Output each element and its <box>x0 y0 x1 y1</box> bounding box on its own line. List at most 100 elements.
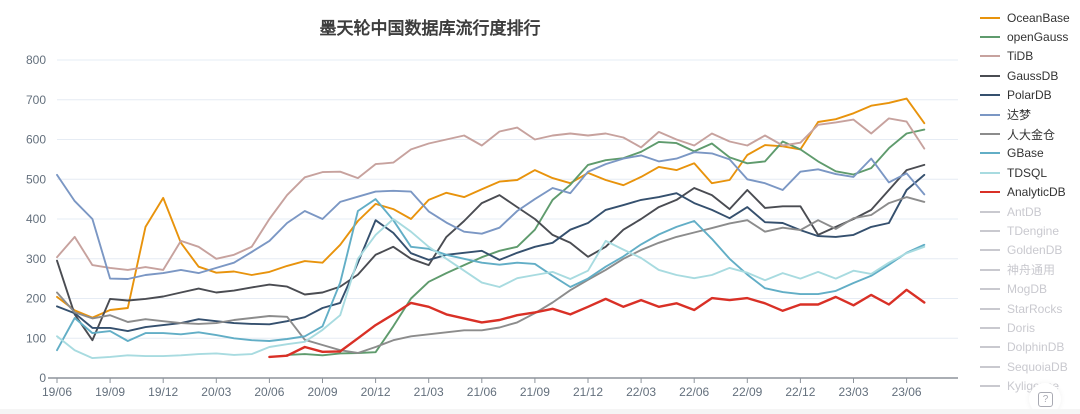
legend-label: SequoiaDB <box>1007 359 1068 374</box>
legend-label: GBase <box>1007 146 1044 161</box>
x-tick-label: 22/12 <box>785 385 815 399</box>
page-bottom-strip <box>0 409 1080 414</box>
x-tick-label: 23/03 <box>838 385 868 399</box>
legend-label: 神舟通用 <box>1007 263 1056 278</box>
legend-label: GaussDB <box>1007 68 1059 83</box>
legend-item-DolphinDB[interactable]: DolphinDB <box>980 338 1080 357</box>
legend-item-神舟通用[interactable]: 神舟通用 <box>980 260 1080 279</box>
legend-item-SequoiaDB[interactable]: SequoiaDB <box>980 357 1080 376</box>
y-tick-label: 200 <box>26 292 46 306</box>
legend-line-swatch <box>980 152 1000 155</box>
x-tick-label: 19/09 <box>95 385 125 399</box>
series-line-openGauss[interactable] <box>286 128 926 357</box>
series-line-TiDB[interactable] <box>56 117 926 271</box>
chart-legend: OceanBase openGauss TiDB GaussDB PolarDB 达梦人大… <box>980 8 1080 396</box>
x-tick-label: 23/06 <box>892 385 922 399</box>
series-line-达梦[interactable] <box>56 151 926 280</box>
legend-line-swatch <box>980 210 1000 213</box>
legend-label: GoldenDB <box>1007 243 1063 258</box>
legend-label: TDengine <box>1007 223 1060 238</box>
legend-line-swatch <box>980 55 1000 58</box>
series-line-AnalyticDB[interactable] <box>268 288 926 359</box>
y-tick-label: 300 <box>26 252 46 266</box>
help-icon-backdrop: ? <box>1029 383 1061 414</box>
legend-line-swatch <box>980 16 1000 19</box>
x-tick-label: 22/03 <box>626 385 656 399</box>
legend-item-GBase[interactable]: GBase <box>980 144 1080 163</box>
legend-line-swatch <box>980 346 1000 349</box>
y-tick-label: 100 <box>26 331 46 345</box>
x-tick-label: 22/09 <box>732 385 762 399</box>
legend-line-swatch <box>980 307 1000 310</box>
x-tick-label: 19/06 <box>42 385 72 399</box>
legend-item-StarRocks[interactable]: StarRocks <box>980 299 1080 318</box>
x-tick-label: 21/12 <box>573 385 603 399</box>
legend-label: TDSQL <box>1007 165 1048 180</box>
legend-label: openGauss <box>1007 30 1069 45</box>
x-tick-label: 20/12 <box>361 385 391 399</box>
series-line-人大金仓[interactable] <box>56 196 926 354</box>
legend-item-TDSQL[interactable]: TDSQL <box>980 163 1080 182</box>
x-tick-label: 19/12 <box>148 385 178 399</box>
chart-title: 墨天轮中国数据库流行度排行 <box>319 19 541 38</box>
y-tick-label: 0 <box>39 371 46 385</box>
legend-item-AnalyticDB[interactable]: AnalyticDB <box>980 183 1080 202</box>
legend-line-swatch <box>980 191 1000 194</box>
legend-line-swatch <box>980 229 1000 232</box>
legend-label: MogDB <box>1007 282 1048 297</box>
x-tick-label: 21/06 <box>467 385 497 399</box>
legend-line-swatch <box>980 288 1000 291</box>
legend-item-Doris[interactable]: Doris <box>980 318 1080 337</box>
legend-label: DolphinDB <box>1007 340 1065 355</box>
legend-label: AnalyticDB <box>1007 185 1066 200</box>
legend-line-swatch <box>980 171 1000 174</box>
legend-line-swatch <box>980 94 1000 97</box>
x-tick-label: 20/06 <box>254 385 284 399</box>
series-line-TDSQL[interactable] <box>56 218 926 360</box>
legend-item-人大金仓[interactable]: 人大金仓 <box>980 124 1080 143</box>
y-tick-label: 400 <box>26 212 46 226</box>
x-tick-label: 22/06 <box>679 385 709 399</box>
legend-item-openGauss[interactable]: openGauss <box>980 27 1080 46</box>
legend-item-TDengine[interactable]: TDengine <box>980 221 1080 240</box>
legend-label: 达梦 <box>1007 108 1032 123</box>
y-tick-label: 700 <box>26 93 46 107</box>
legend-label: PolarDB <box>1007 88 1052 103</box>
legend-line-swatch <box>980 385 1000 388</box>
y-tick-label: 800 <box>26 53 46 67</box>
x-tick-label: 20/03 <box>201 385 231 399</box>
legend-line-swatch <box>980 249 1000 252</box>
legend-line-swatch <box>980 268 1000 271</box>
legend-label: Doris <box>1007 320 1036 335</box>
legend-line-swatch <box>980 326 1000 329</box>
x-tick-label: 21/03 <box>414 385 444 399</box>
legend-label: StarRocks <box>1007 301 1063 316</box>
y-tick-label: 500 <box>26 172 46 186</box>
legend-label: TiDB <box>1007 49 1034 64</box>
legend-line-swatch <box>980 113 1000 116</box>
legend-label: AntDB <box>1007 204 1042 219</box>
legend-item-PolarDB[interactable]: PolarDB <box>980 86 1080 105</box>
series-line-GaussDB[interactable] <box>56 163 926 342</box>
series-line-PolarDB[interactable] <box>56 173 926 333</box>
series-line-GBase[interactable] <box>56 198 926 352</box>
legend-item-OceanBase[interactable]: OceanBase <box>980 8 1080 27</box>
y-tick-label: 600 <box>26 133 46 147</box>
legend-line-swatch <box>980 365 1000 368</box>
legend-label: 人大金仓 <box>1007 127 1056 142</box>
legend-line-swatch <box>980 36 1000 39</box>
legend-item-AntDB[interactable]: AntDB <box>980 202 1080 221</box>
legend-item-MogDB[interactable]: MogDB <box>980 279 1080 298</box>
legend-item-GaussDB[interactable]: GaussDB <box>980 66 1080 85</box>
legend-item-GoldenDB[interactable]: GoldenDB <box>980 241 1080 260</box>
legend-label: OceanBase <box>1007 10 1070 25</box>
x-tick-label: 20/09 <box>307 385 337 399</box>
legend-item-TiDB[interactable]: TiDB <box>980 47 1080 66</box>
legend-item-达梦[interactable]: 达梦 <box>980 105 1080 124</box>
legend-line-swatch <box>980 74 1000 77</box>
x-tick-label: 21/09 <box>520 385 550 399</box>
help-icon[interactable]: ? <box>1038 392 1053 407</box>
legend-line-swatch <box>980 133 1000 136</box>
